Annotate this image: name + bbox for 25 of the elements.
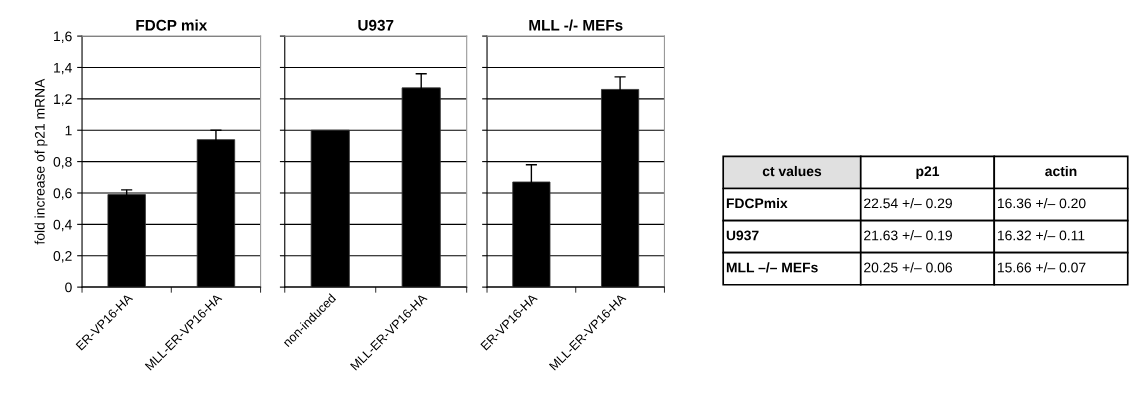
text: 16.32 +/– 0.11 xyxy=(997,230,1085,241)
y-tick-label: 0 xyxy=(65,282,72,293)
chart-title: FDCP mix xyxy=(136,19,208,31)
chart-title: MLL -/- MEFs xyxy=(529,19,623,31)
y-tick-label: 1,2 xyxy=(54,94,72,106)
y-tick-label: 0,8 xyxy=(53,156,72,169)
text: 16.36 +/– 0.20 xyxy=(997,198,1086,209)
category-label: U937 xyxy=(726,230,759,241)
category-label: actin xyxy=(1045,165,1077,177)
category-label: FDCPmix xyxy=(726,198,788,209)
text: 20.25 +/– 0.06 xyxy=(864,262,952,273)
category-label: MLL –/– MEFs xyxy=(726,262,818,273)
y-axis-title: fold increase of p21 mRNA xyxy=(34,78,48,245)
y-tick-label: 1 xyxy=(65,125,72,136)
y-tick-label: 1,6 xyxy=(54,31,72,43)
y-tick-label: 0,4 xyxy=(53,219,72,232)
category-label: p21 xyxy=(916,166,940,179)
text: 15.66 +/– 0.07 xyxy=(997,262,1086,273)
y-tick-label: 1,4 xyxy=(54,62,72,75)
chart-title: U937 xyxy=(358,19,394,31)
y-tick-label: 0,6 xyxy=(53,188,72,200)
category-label: ct values xyxy=(762,165,822,177)
y-tick-label: 0,2 xyxy=(53,251,72,263)
text: 22.54 +/– 0.29 xyxy=(864,198,952,209)
text: 21.63 +/– 0.19 xyxy=(864,230,952,241)
